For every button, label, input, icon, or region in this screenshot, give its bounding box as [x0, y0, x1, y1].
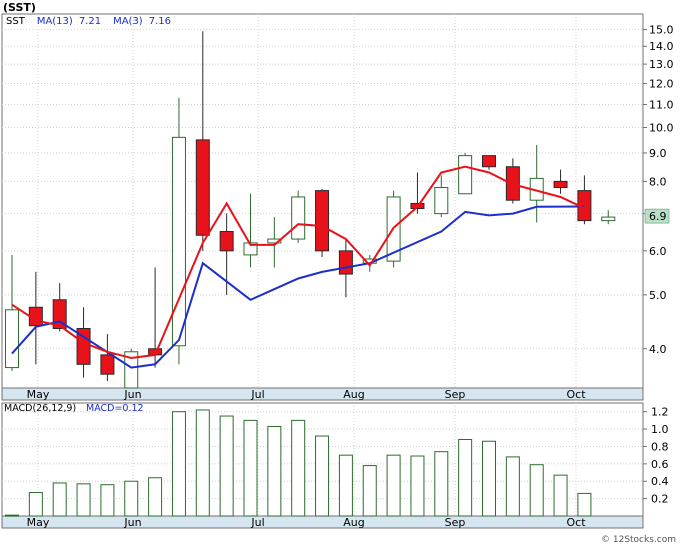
candle-up: [267, 238, 282, 244]
candle-up: [124, 351, 139, 389]
candle-down: [100, 354, 115, 375]
legend-name: MA(13): [37, 16, 73, 27]
macd-bar: [338, 454, 353, 517]
macd-tick-label: 0.2: [651, 493, 669, 506]
macd-value-label: MACD=0.12: [86, 403, 144, 414]
macd-tick-label: 1.2: [651, 406, 669, 419]
macd-bar: [362, 465, 377, 517]
macd-bar: [243, 419, 258, 517]
price-tick-label: 15.0: [649, 24, 674, 37]
candle-up: [434, 186, 449, 215]
price-candles: [5, 31, 616, 389]
macd-bar: [410, 455, 425, 517]
candle-up: [601, 216, 616, 222]
price-month-axis: [1, 387, 644, 401]
macd-bar: [124, 480, 139, 517]
macd-bar: [505, 456, 520, 517]
price-tick-label: 14.0: [649, 40, 674, 53]
price-tick-label: 11.0: [649, 98, 674, 111]
macd-month-label: May: [27, 516, 50, 529]
candle-down: [195, 139, 210, 236]
macd-bar: [577, 492, 592, 517]
candle-down: [553, 180, 568, 188]
candle-down: [219, 231, 234, 252]
macd-bar: [219, 415, 234, 517]
macd-bars: [5, 409, 592, 517]
month-label: Aug: [343, 388, 364, 401]
macd-month-axis: [1, 515, 644, 529]
price-tick-label: 9.0: [649, 147, 667, 160]
candle-down: [76, 328, 91, 365]
month-label: Oct: [566, 388, 586, 401]
macd-bar: [171, 411, 186, 517]
price-tick-label: 10.0: [649, 121, 674, 134]
macd-month-label: Jun: [123, 516, 141, 529]
candle-down: [315, 190, 330, 252]
macd-bar: [291, 419, 306, 517]
candle-up: [5, 309, 19, 369]
macd-month-label: Jul: [250, 516, 264, 529]
ma3-line: [11, 165, 585, 360]
macd-bar: [100, 484, 115, 517]
month-label: Sep: [445, 388, 466, 401]
candle-up: [458, 155, 473, 195]
legend-name: SST: [6, 16, 26, 27]
macd-bar: [52, 482, 67, 517]
month-label: May: [27, 388, 50, 401]
macd-bar: [553, 474, 568, 517]
chart-title: (SST): [3, 1, 36, 14]
macd-bar: [5, 514, 19, 517]
macd-bar: [28, 492, 43, 517]
axis-labels: 4.05.06.07.08.09.010.011.012.013.014.015…: [27, 24, 674, 529]
macd-tick-label: 0.8: [651, 440, 669, 453]
macd-bar: [76, 483, 91, 517]
macd-bar: [434, 451, 449, 517]
macd-bar: [267, 425, 282, 517]
legend-name: MA(3): [113, 16, 143, 27]
price-tick-label: 12.0: [649, 77, 674, 90]
macd-bar: [195, 409, 210, 517]
month-label: Jun: [123, 388, 141, 401]
watermark: © 12Stocks.com: [601, 535, 676, 545]
macd-tick-label: 0.6: [651, 458, 669, 471]
macd-month-label: Sep: [445, 516, 466, 529]
candle-down: [338, 250, 353, 275]
moving-average-lines: [11, 165, 585, 369]
ma13-line: [11, 205, 585, 369]
price-legend: SST MA(13) 7.21 MA(3) 7.16: [6, 16, 171, 27]
macd-bar: [148, 477, 163, 517]
candle-up: [291, 196, 306, 240]
legend-value: 7.16: [149, 16, 171, 27]
macd-bar: [458, 439, 473, 517]
price-tick-label: 6.0: [649, 245, 667, 258]
candle-up: [171, 136, 186, 347]
macd-tick-label: 0.4: [651, 475, 669, 488]
last-price-label: 6.9: [649, 210, 667, 223]
candle-down: [482, 155, 496, 168]
price-tick-label: 13.0: [649, 58, 674, 71]
macd-month-label: Oct: [566, 516, 586, 529]
macd-bar: [315, 435, 330, 517]
legend-value: 7.21: [79, 16, 101, 27]
last-price-box: [644, 208, 670, 224]
macd-bar: [482, 440, 496, 517]
macd-tick-label: 1.0: [651, 423, 669, 436]
macd-label: MACD(26,12,9): [4, 403, 76, 414]
macd-month-label: Aug: [343, 516, 364, 529]
price-tick-label: 5.0: [649, 289, 667, 302]
price-tick-label: 4.0: [649, 343, 667, 356]
macd-bar: [529, 464, 544, 517]
macd-bar: [386, 454, 401, 517]
month-label: Jul: [250, 388, 264, 401]
price-tick-label: 8.0: [649, 175, 667, 188]
